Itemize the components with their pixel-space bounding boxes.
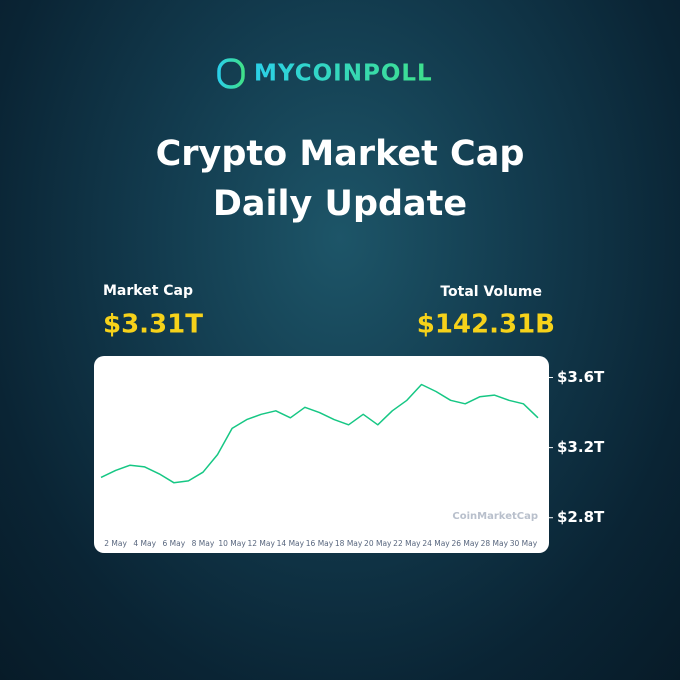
- x-tick-label: 30 May: [510, 539, 538, 548]
- y-tick-label: $2.8T: [557, 508, 605, 526]
- chart-panel: [94, 356, 549, 553]
- watermark: CoinMarketCap: [452, 511, 538, 522]
- x-tick-label: 6 May: [162, 539, 185, 548]
- x-tick-label: 28 May: [481, 539, 509, 548]
- stat-value: $142.31B: [417, 310, 555, 340]
- stat-label: Total Volume: [440, 284, 542, 300]
- x-tick-label: 14 May: [277, 539, 305, 548]
- x-tick-label: 24 May: [422, 539, 450, 548]
- x-tick-label: 12 May: [248, 539, 276, 548]
- x-tick-label: 18 May: [335, 539, 363, 548]
- x-tick-label: 26 May: [451, 539, 479, 548]
- x-tick-label: 16 May: [306, 539, 334, 548]
- title: Daily Update: [213, 184, 467, 224]
- title: Crypto Market Cap: [156, 134, 525, 174]
- x-tick-label: 4 May: [133, 539, 156, 548]
- x-tick-label: 2 May: [104, 539, 127, 548]
- x-tick-label: 22 May: [393, 539, 421, 548]
- y-tick-label: $3.6T: [557, 368, 605, 386]
- x-tick-label: 10 May: [218, 539, 246, 548]
- logo-icon: [217, 55, 245, 92]
- x-tick-label: 8 May: [192, 539, 215, 548]
- y-tick-label: $3.2T: [557, 438, 605, 456]
- x-tick-label: 20 May: [364, 539, 392, 548]
- line: [100, 383, 539, 484]
- stat-value: $3.31T: [103, 310, 203, 340]
- stat-label: Market Cap: [103, 283, 193, 299]
- brand: MYCOINPOLL: [254, 61, 433, 87]
